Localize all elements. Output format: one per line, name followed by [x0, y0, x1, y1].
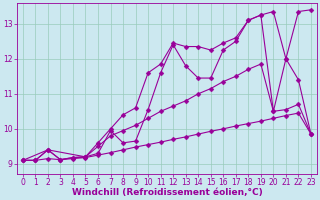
X-axis label: Windchill (Refroidissement éolien,°C): Windchill (Refroidissement éolien,°C): [72, 188, 262, 197]
